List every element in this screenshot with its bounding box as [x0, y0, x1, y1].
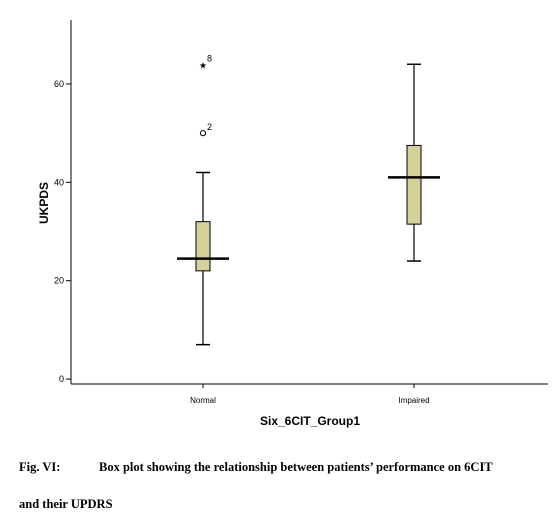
- y-tick-label: 60: [54, 79, 64, 89]
- box-plot-chart: 0 20 40 60 Normal Impaired 2 ★8 UKPDS Six_6CIT…: [37, 20, 548, 428]
- x-axis-label: Six_6CIT_Group1: [260, 414, 360, 428]
- figure-caption: Fig. VI: Box plot showing the relationsh…: [19, 460, 549, 512]
- caption-label: Fig. VI:: [19, 460, 61, 474]
- x-tick-label: Impaired: [398, 396, 429, 405]
- outlier-label: 8: [207, 53, 212, 63]
- y-tick-label: 40: [54, 177, 64, 187]
- iqr-box: [406, 144, 422, 225]
- y-tick-label: 0: [59, 374, 64, 384]
- y-tick-label: 20: [54, 276, 64, 286]
- iqr-box: [195, 221, 211, 272]
- y-axis-label: UKPDS: [37, 182, 51, 224]
- axes: 0 20 40 60 Normal Impaired: [54, 20, 548, 405]
- box-impaired: [388, 63, 440, 262]
- outlier-label: 2: [207, 122, 212, 132]
- x-tick-label: Normal: [190, 396, 216, 405]
- box-plot-marks: 2 ★8: [177, 53, 440, 346]
- caption-text-line1: Box plot showing the relationship betwee…: [99, 460, 493, 474]
- outlier-star: ★: [199, 60, 207, 70]
- outlier-circle: [199, 130, 207, 137]
- box-normal: 2 ★8: [177, 53, 229, 346]
- caption-text-line2: and their UPDRS: [19, 497, 113, 511]
